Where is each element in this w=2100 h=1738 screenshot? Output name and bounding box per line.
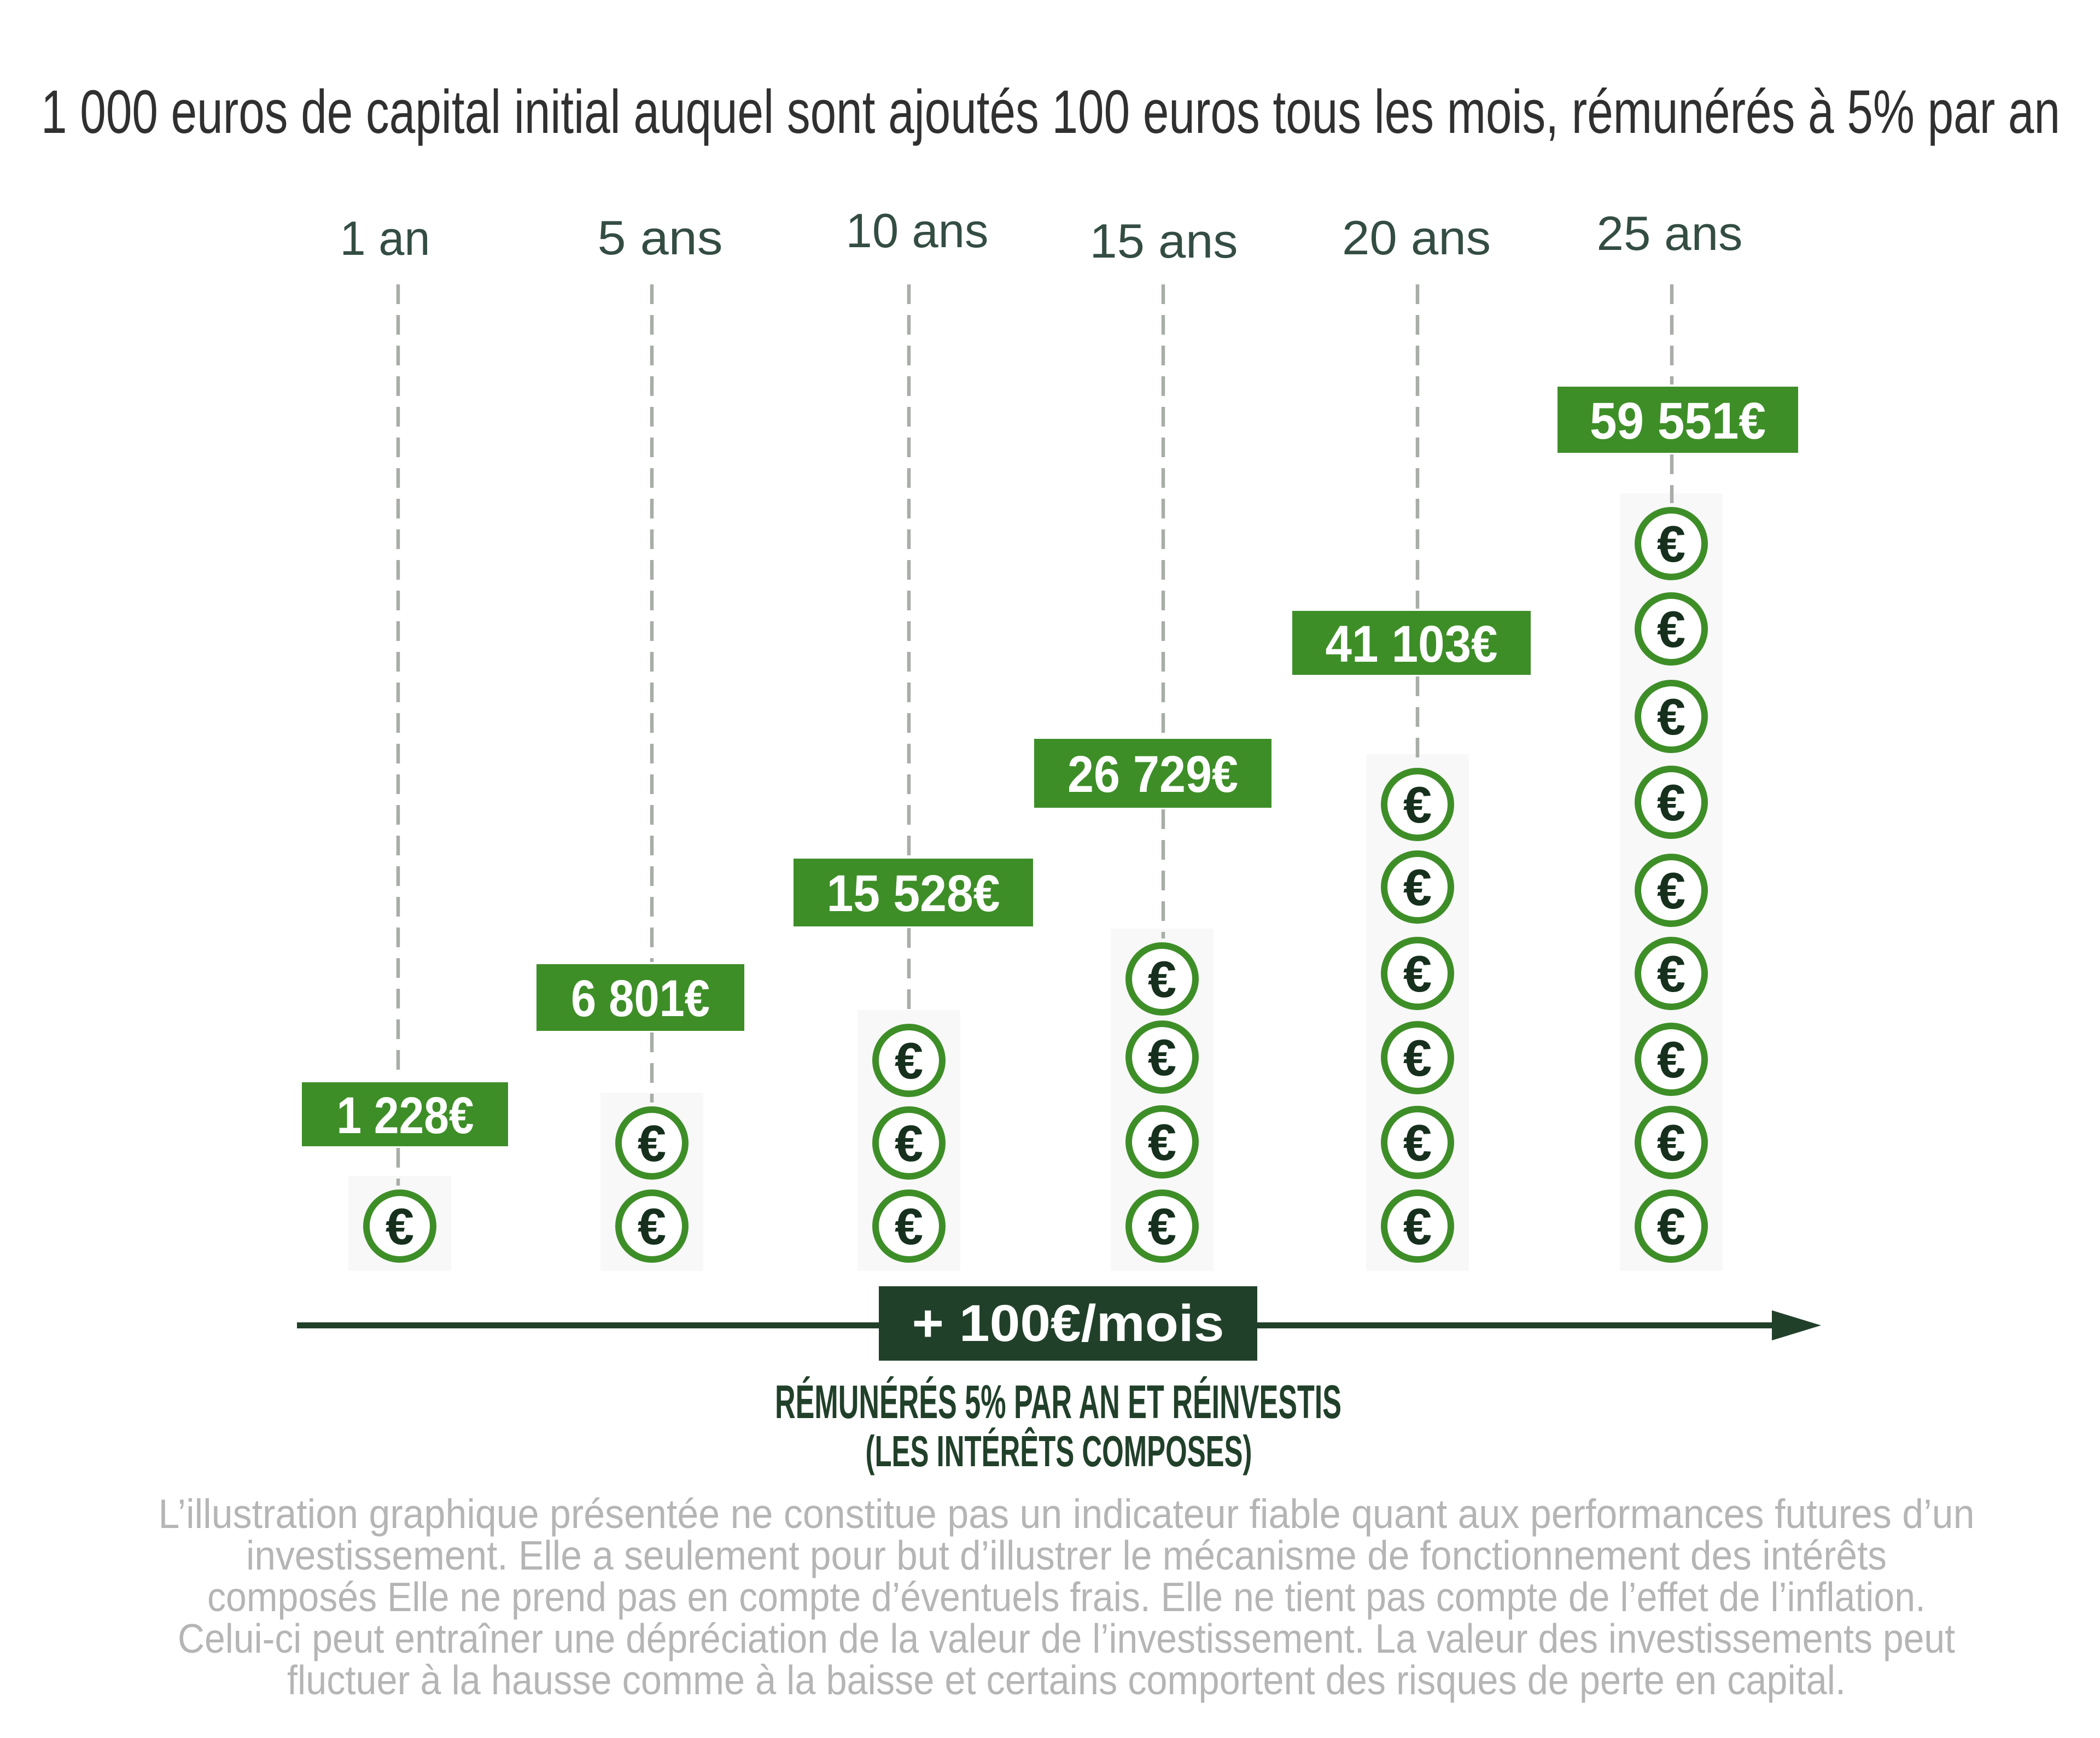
svg-text:+ 100€/mois: + 100€/mois: [912, 1294, 1224, 1352]
svg-text:€: €: [1403, 1114, 1432, 1171]
svg-text:€: €: [1657, 1031, 1685, 1088]
svg-text:26 729€: 26 729€: [1068, 745, 1238, 803]
svg-text:composés Elle ne prend pas en: composés Elle ne prend pas en compte d’é…: [207, 1574, 1926, 1620]
svg-text:€: €: [638, 1115, 666, 1172]
svg-text:€: €: [1148, 1198, 1176, 1255]
svg-text:(LES INTÉRÊTS COMPOSES): (LES INTÉRÊTS COMPOSES): [866, 1427, 1252, 1475]
svg-text:€: €: [1403, 1029, 1432, 1087]
svg-text:25 ans: 25 ans: [1597, 206, 1743, 260]
svg-text:6 801€: 6 801€: [571, 970, 710, 1028]
svg-text:Celui-ci peut entraîner une dé: Celui-ci peut entraîner une dépréciation…: [178, 1615, 1955, 1661]
svg-text:20 ans: 20 ans: [1342, 211, 1491, 265]
svg-text:L’illustration graphique prése: L’illustration graphique présentée ne co…: [159, 1491, 1975, 1537]
svg-text:RÉMUNÉRÉS 5% PAR AN ET RÉINVES: RÉMUNÉRÉS 5% PAR AN ET RÉINVESTIS: [775, 1376, 1341, 1428]
svg-text:€: €: [895, 1032, 923, 1089]
svg-text:€: €: [1657, 774, 1685, 831]
svg-text:5 ans: 5 ans: [598, 211, 723, 265]
svg-text:1 an: 1 an: [340, 211, 430, 265]
svg-text:€: €: [1657, 600, 1685, 658]
svg-text:€: €: [1148, 1029, 1176, 1086]
svg-text:1 000 euros de capital initial: 1 000 euros de capital initial auquel so…: [41, 78, 2060, 146]
svg-text:€: €: [1657, 688, 1685, 745]
svg-text:€: €: [1657, 945, 1685, 1002]
svg-text:fluctuer à la hausse comme à: fluctuer à la hausse comme à la baisse e…: [287, 1657, 1846, 1703]
svg-text:€: €: [1148, 1113, 1176, 1171]
svg-text:investissement. Elle a seuleme: investissement. Elle a seulement pour bu…: [246, 1532, 1887, 1578]
svg-text:€: €: [1403, 1198, 1432, 1255]
svg-text:€: €: [1657, 862, 1685, 919]
svg-text:€: €: [386, 1198, 414, 1255]
svg-text:59 551€: 59 551€: [1590, 392, 1766, 450]
svg-text:€: €: [1657, 1198, 1685, 1255]
svg-text:41 103€: 41 103€: [1326, 615, 1498, 673]
svg-text:€: €: [1148, 950, 1176, 1008]
svg-text:€: €: [1403, 945, 1432, 1002]
svg-text:1 228€: 1 228€: [337, 1087, 474, 1145]
svg-text:€: €: [1403, 776, 1432, 833]
svg-text:15 528€: 15 528€: [827, 865, 1000, 923]
svg-text:€: €: [638, 1198, 666, 1255]
svg-text:15 ans: 15 ans: [1090, 214, 1238, 268]
svg-text:10 ans: 10 ans: [846, 203, 989, 258]
svg-text:€: €: [895, 1198, 923, 1255]
svg-text:€: €: [1657, 515, 1685, 573]
svg-text:€: €: [895, 1115, 923, 1172]
svg-text:€: €: [1403, 859, 1432, 916]
svg-text:€: €: [1657, 1114, 1685, 1171]
